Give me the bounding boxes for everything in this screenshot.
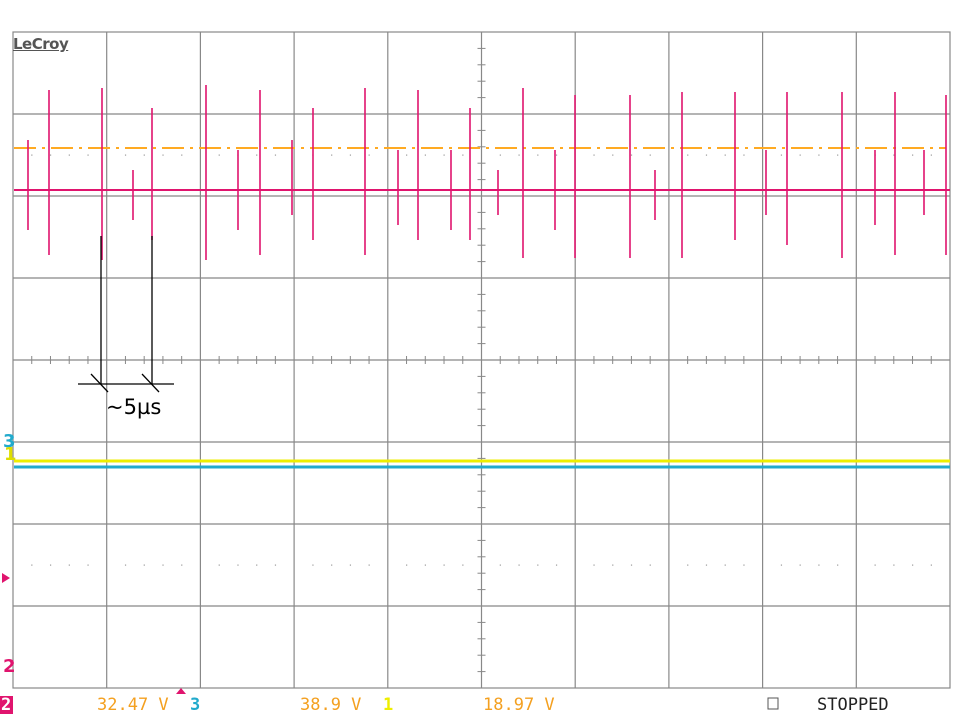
ch1-value: 18.97 V (483, 695, 555, 715)
time-delta-annotation: ~5µs (106, 395, 162, 419)
graticule-dots (31, 154, 932, 566)
trigger-level-icon (2, 573, 10, 583)
time-measurement-cursors (78, 236, 174, 393)
ch1-status-label: 1 (383, 695, 394, 715)
ch2-marker: 2 (3, 656, 16, 677)
trigger-position-icon (176, 688, 186, 694)
brand-logo: LeCroy (13, 35, 69, 53)
ch3-status-label: 3 (190, 695, 201, 715)
ch2-label-box (0, 696, 13, 714)
status-square-icon (767, 697, 779, 710)
ch2-status-label: 2 (1, 695, 12, 715)
ch3-marker: 3 (3, 431, 16, 452)
ch2-value: 32.47 V (97, 695, 169, 715)
ch1-marker: 1 (4, 444, 17, 465)
ch3-value: 38.9 V (300, 695, 362, 715)
run-state: STOPPED (817, 695, 889, 715)
graticule-grid (12, 31, 951, 689)
magenta-trace (14, 85, 950, 260)
graticule-ticks (31, 47, 932, 673)
